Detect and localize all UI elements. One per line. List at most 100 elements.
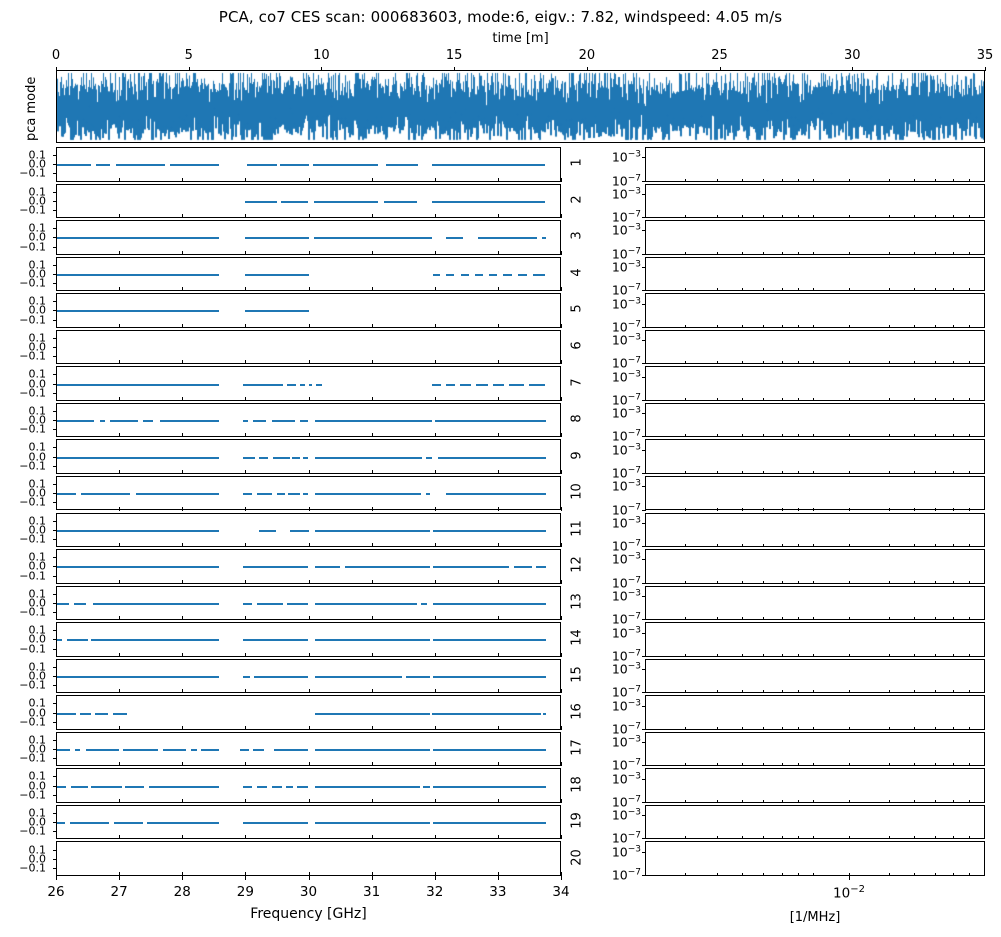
psd-ytick-mark [641, 619, 646, 621]
mode-xtick-mark [561, 872, 562, 876]
psd-ytick-mark [641, 632, 646, 634]
mode-psd-subplot [645, 256, 985, 292]
mode-xtick-mark [119, 762, 121, 767]
mode-psd-subplot [645, 512, 985, 548]
mode-xtick-mark [308, 323, 310, 328]
psd-xtick-minor-mark [781, 215, 783, 219]
psd-xtick-minor-mark [968, 580, 970, 584]
mode-xtick-mark [434, 360, 436, 365]
psd-xtick-minor-mark [781, 397, 783, 401]
frequency-xtick: 34 [552, 884, 570, 900]
mode-ytick-label: 0.1 [28, 440, 47, 454]
mode-xtick-mark [497, 652, 499, 657]
mode-ytick-mark [52, 465, 57, 467]
mode-frequency-subplot [56, 329, 561, 365]
mode-trace-segment [91, 785, 122, 788]
mode-trace-segment [303, 456, 309, 459]
mode-xtick-mark [245, 725, 247, 730]
mode-index-label: 20 [569, 848, 585, 866]
mode-psd-subplot [645, 804, 985, 840]
mode-xtick-mark [182, 762, 184, 767]
psd-xtick-minor-mark [717, 873, 719, 876]
mode-trace-segment [529, 383, 546, 386]
psd-xtick-minor-mark [952, 324, 954, 328]
psd-xtick-minor-mark [952, 617, 954, 621]
psd-ytick-label: 10−3 [611, 734, 641, 750]
mode-xtick-mark [371, 250, 373, 255]
mode-xtick-mark [119, 872, 121, 876]
mode-trace-segment [308, 383, 313, 386]
mode-trace-segment [313, 200, 378, 203]
mode-trace-segment [100, 420, 106, 423]
mode-xtick-mark [497, 469, 499, 474]
mode-xtick-mark [182, 323, 184, 328]
psd-xtick-minor-mark [798, 434, 799, 438]
psd-xtick-minor-mark [741, 580, 743, 584]
mode-xtick-mark [497, 287, 499, 292]
mode-xtick-mark [497, 360, 499, 365]
mode-ytick-label: 0.0 [28, 852, 47, 866]
mode-trace-segment [259, 529, 276, 532]
psd-xtick-minor-mark [952, 653, 954, 657]
mode-xtick-mark [434, 579, 436, 584]
mode-xtick-mark [308, 214, 310, 219]
mode-ytick-label: −0.1 [19, 605, 46, 619]
mode-ytick-mark [52, 155, 57, 157]
frequency-axis-label: Frequency [GHz] [250, 906, 367, 922]
mode-trace-segment [274, 749, 309, 752]
psd-xtick-minor-mark [889, 434, 891, 438]
mode-ytick-label: 0.1 [28, 331, 47, 345]
psd-xtick-minor-mark [934, 507, 936, 511]
psd-xtick-minor-mark [763, 361, 765, 365]
psd-xtick-minor-mark [913, 690, 915, 694]
psd-xtick-minor-mark [741, 288, 743, 292]
mode-trace-segment [460, 383, 472, 386]
mode-trace-segment [299, 420, 309, 423]
mode-xtick-mark [119, 360, 121, 365]
mode-xtick-mark [308, 177, 310, 182]
psd-xtick-minor-mark [812, 544, 814, 548]
mode-ytick-mark [52, 867, 57, 869]
psd-xtick-minor-mark [798, 873, 799, 876]
psd-xtick-minor-mark [741, 215, 743, 219]
psd-xtick-minor-mark [812, 178, 814, 182]
mode-trace-segment [314, 493, 421, 496]
mode-ytick-label: 0.1 [28, 843, 47, 857]
psd-xtick-minor-mark [934, 580, 936, 584]
timeseries-xtick: 15 [445, 48, 463, 63]
mode-trace-segment [431, 383, 442, 386]
mode-ytick-mark [52, 456, 57, 458]
mode-index-label: 12 [569, 556, 585, 574]
mode-index-label: 5 [569, 304, 585, 314]
psd-ytick-mark [641, 376, 646, 378]
mode-xtick-mark [497, 506, 499, 511]
psd-xtick-minor-mark [913, 251, 915, 255]
mode-xtick-mark [119, 469, 121, 474]
mode-xtick-mark [434, 214, 436, 219]
mode-ytick-mark [52, 566, 57, 568]
psd-xtick-minor-mark [685, 507, 687, 511]
mode-ytick-label: 0.1 [28, 367, 47, 381]
psd-xtick-minor-mark [798, 617, 799, 621]
mode-index-label: 1 [569, 158, 585, 167]
mode-ytick-label: −0.1 [19, 386, 46, 400]
mode-ytick-label: 0.1 [28, 514, 47, 528]
mode-ytick-label: 0.1 [28, 587, 47, 601]
mode-xtick-mark [497, 323, 499, 328]
frequency-xtick: 31 [363, 884, 381, 900]
psd-ytick-label: 10−3 [611, 405, 641, 421]
mode-xtick-mark [497, 543, 499, 548]
mode-trace-segment [242, 456, 256, 459]
mode-psd-subplot [645, 220, 985, 255]
mode-trace-segment [425, 493, 430, 496]
mode-trace-segment [252, 420, 266, 423]
mode-xtick-mark [308, 872, 310, 876]
mode-trace-segment [433, 529, 546, 532]
mode-xtick-mark [371, 360, 373, 365]
psd-xtick-minor-mark [717, 507, 719, 511]
mode-trace-segment [489, 273, 497, 276]
psd-xtick-minor-mark [889, 178, 891, 182]
mode-trace-segment [271, 785, 282, 788]
frequency-xtick-mark [371, 876, 373, 880]
mode-xtick-mark [119, 543, 121, 548]
